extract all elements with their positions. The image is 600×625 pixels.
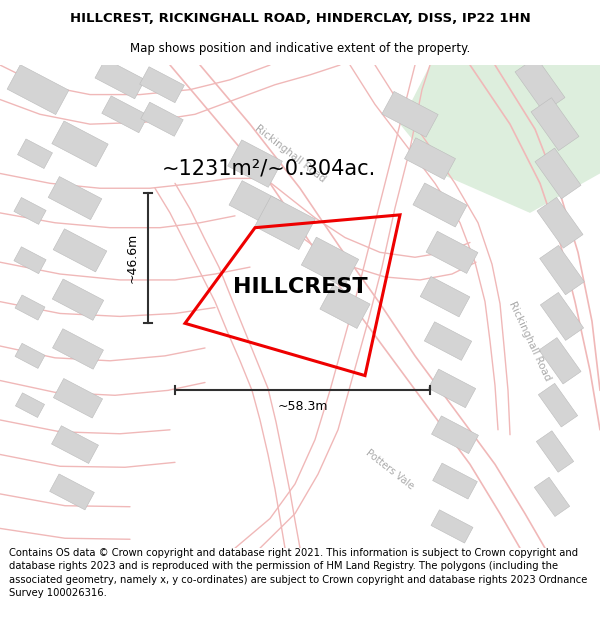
Polygon shape: [433, 463, 478, 499]
Polygon shape: [420, 276, 470, 317]
Text: Rickinghall Road: Rickinghall Road: [253, 123, 327, 184]
Polygon shape: [53, 329, 103, 369]
Polygon shape: [382, 91, 438, 138]
Polygon shape: [255, 196, 315, 249]
Polygon shape: [301, 237, 359, 288]
Polygon shape: [17, 139, 52, 169]
Polygon shape: [536, 431, 574, 472]
Text: Rickinghall Road: Rickinghall Road: [507, 300, 553, 382]
Text: Potters Vale: Potters Vale: [364, 448, 416, 491]
Polygon shape: [426, 231, 478, 273]
Polygon shape: [320, 284, 370, 329]
Polygon shape: [431, 416, 478, 454]
Polygon shape: [535, 148, 581, 199]
Polygon shape: [48, 176, 102, 219]
Polygon shape: [537, 198, 583, 248]
Polygon shape: [14, 247, 46, 274]
Polygon shape: [424, 322, 472, 361]
Polygon shape: [531, 98, 579, 151]
Polygon shape: [541, 292, 584, 341]
Polygon shape: [538, 383, 578, 427]
Polygon shape: [14, 198, 46, 224]
Text: ~1231m²/~0.304ac.: ~1231m²/~0.304ac.: [162, 159, 376, 179]
Polygon shape: [52, 426, 98, 464]
Polygon shape: [515, 57, 565, 112]
Polygon shape: [141, 102, 183, 136]
Text: ~46.6m: ~46.6m: [125, 233, 139, 283]
Polygon shape: [53, 379, 103, 418]
Polygon shape: [102, 96, 148, 132]
Polygon shape: [53, 229, 107, 272]
Polygon shape: [229, 181, 281, 226]
Text: HILLCREST, RICKINGHALL ROAD, HINDERCLAY, DISS, IP22 1HN: HILLCREST, RICKINGHALL ROAD, HINDERCLAY,…: [70, 12, 530, 25]
Text: Contains OS data © Crown copyright and database right 2021. This information is : Contains OS data © Crown copyright and d…: [9, 548, 587, 598]
Polygon shape: [95, 59, 145, 99]
Polygon shape: [50, 474, 94, 510]
Text: HILLCREST: HILLCREST: [233, 277, 367, 297]
Polygon shape: [404, 138, 455, 179]
Polygon shape: [52, 279, 104, 321]
Polygon shape: [15, 295, 45, 320]
Text: ~58.3m: ~58.3m: [277, 399, 328, 412]
Polygon shape: [7, 65, 69, 114]
Polygon shape: [413, 183, 467, 227]
Polygon shape: [227, 140, 283, 188]
Polygon shape: [539, 338, 581, 384]
Polygon shape: [535, 478, 569, 516]
Polygon shape: [140, 67, 184, 102]
Polygon shape: [539, 246, 584, 295]
Polygon shape: [400, 65, 600, 213]
Polygon shape: [431, 510, 473, 543]
Polygon shape: [16, 393, 44, 418]
Text: Map shows position and indicative extent of the property.: Map shows position and indicative extent…: [130, 42, 470, 55]
Polygon shape: [15, 343, 45, 368]
Polygon shape: [52, 121, 108, 167]
Polygon shape: [428, 369, 476, 408]
